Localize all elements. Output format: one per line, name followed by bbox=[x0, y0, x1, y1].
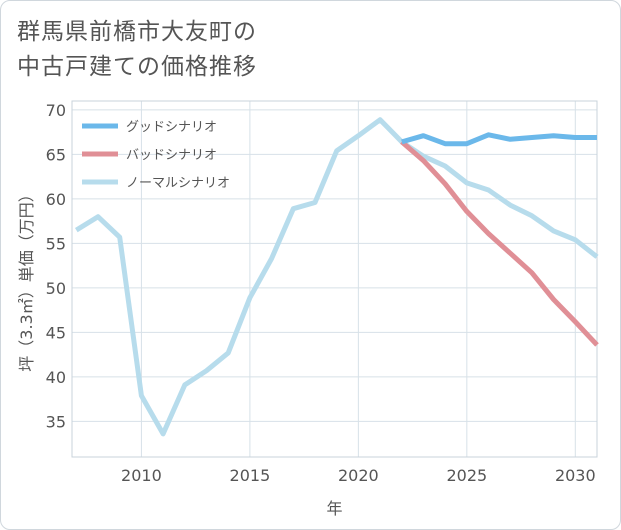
y-tick-label: 45 bbox=[46, 323, 66, 342]
x-tick-label: 2030 bbox=[555, 466, 596, 485]
y-axis-label: 坪（3.3㎡）単価（万円） bbox=[17, 186, 36, 371]
series-lines bbox=[74, 117, 599, 437]
x-tick-label: 2015 bbox=[230, 466, 271, 485]
y-tick-label: 60 bbox=[46, 190, 66, 209]
title-line-2: 中古戸建ての価格推移 bbox=[17, 54, 257, 80]
legend-label-2: ノーマルシナリオ bbox=[126, 176, 230, 191]
title-line-1: 群馬県前橋市大友町の bbox=[17, 19, 257, 45]
y-axis-ticks: 35 40 45 50 55 60 65 70 bbox=[46, 101, 66, 431]
x-axis-label: 年 bbox=[326, 499, 342, 518]
y-tick-label: 65 bbox=[46, 145, 66, 164]
x-tick-label: 2010 bbox=[121, 466, 162, 485]
x-tick-label: 2020 bbox=[338, 466, 379, 485]
series-line-0 bbox=[401, 132, 597, 147]
y-tick-label: 50 bbox=[46, 279, 66, 298]
plot-frame bbox=[71, 100, 598, 458]
grid bbox=[72, 101, 597, 457]
y-tick-label: 70 bbox=[46, 101, 66, 120]
y-tick-label: 55 bbox=[46, 234, 66, 253]
x-tick-label: 2025 bbox=[446, 466, 487, 485]
series-line-2 bbox=[74, 117, 599, 437]
y-tick-label: 40 bbox=[46, 368, 66, 387]
legend-label-0: グッドシナリオ bbox=[126, 120, 217, 135]
y-tick-label: 35 bbox=[46, 412, 66, 431]
legend-label-1: バッドシナリオ bbox=[126, 148, 217, 163]
x-axis-ticks: 2010 2015 2020 2025 2030 bbox=[121, 466, 596, 485]
chart-title: 群馬県前橋市大友町の 中古戸建ての価格推移 bbox=[17, 15, 257, 85]
series-line-1 bbox=[400, 140, 599, 347]
